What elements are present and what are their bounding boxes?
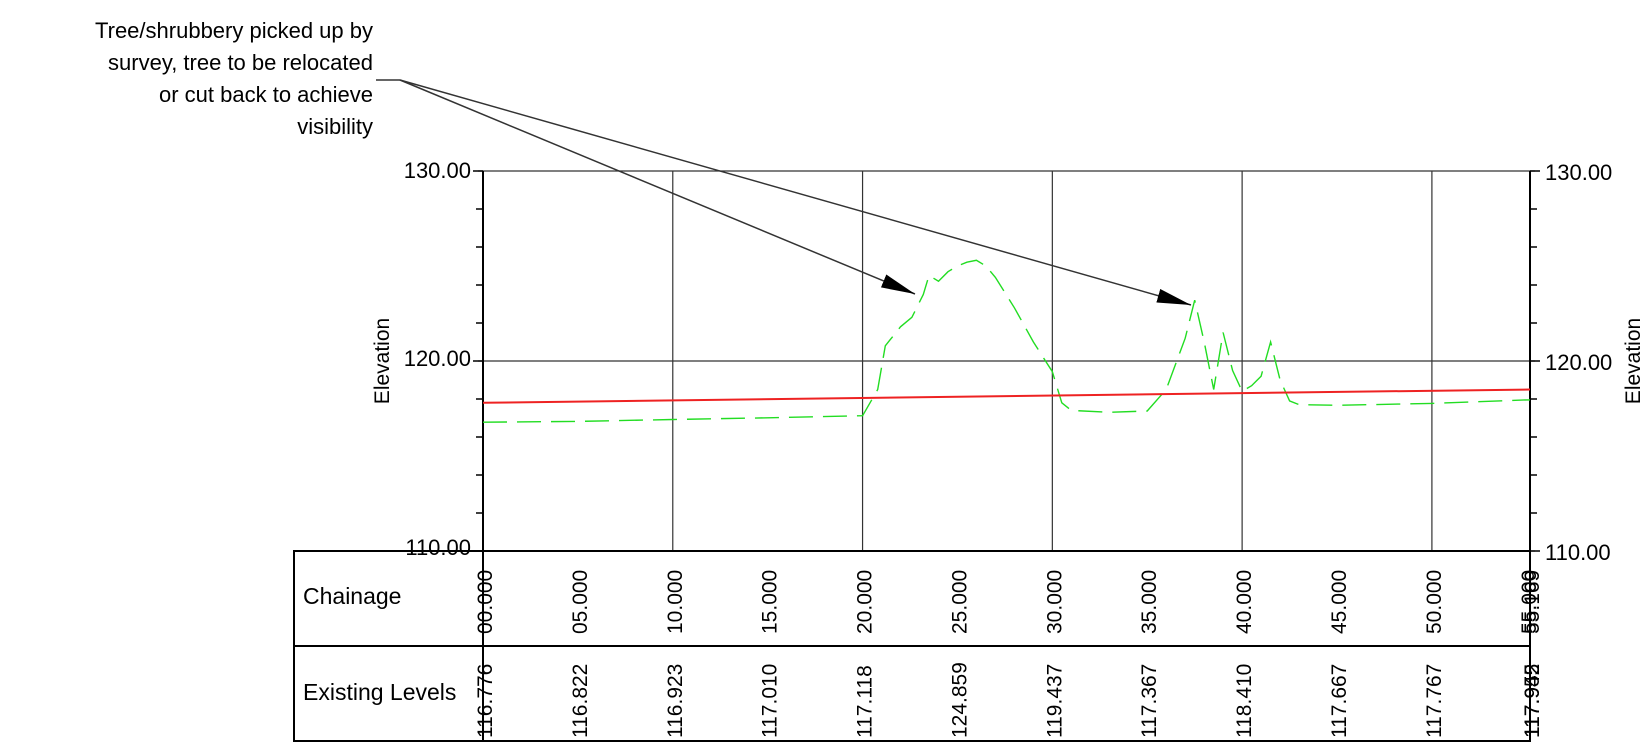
level-value-6: 119.437 [1043, 664, 1066, 738]
level-value-8: 118.410 [1233, 664, 1256, 738]
profile-series [482, 259, 1531, 423]
left-tick-label-130: 130.00 [404, 158, 471, 183]
chainage-value-3: 15.000 [759, 570, 782, 634]
chainage-row-label: Chainage [303, 583, 401, 609]
level-value-4: 117.118 [854, 665, 877, 738]
level-value-1: 116.822 [569, 664, 592, 738]
chainage-value-5: 25.000 [949, 570, 972, 634]
chainage-value-4: 20.000 [854, 570, 877, 634]
level-value-11: 117.945 [1521, 664, 1544, 738]
annotation-callout: Tree/shrubbery picked up by survey, tree… [95, 18, 1192, 306]
table-values: 00.000 05.000 10.000 15.000 20.000 25.000 30.0… [474, 570, 1544, 738]
chainage-value-8: 40.000 [1233, 570, 1256, 634]
level-value-0: 116.776 [474, 664, 497, 738]
annotation-line-3: or cut back to achieve [159, 82, 373, 107]
right-axis-title: Elevation [1622, 318, 1645, 404]
level-value-2: 116.923 [664, 664, 687, 738]
chainage-value-11: 55.000 [1518, 570, 1541, 634]
right-tick-label-110: 110.00 [1545, 540, 1611, 565]
elevation-labels-left: 130.00 120.00 110.00 [404, 158, 471, 560]
right-tick-label-130: 130.00 [1545, 160, 1612, 185]
chainage-value-0: 00.000 [474, 570, 497, 634]
left-tick-label-110: 110.00 [405, 535, 471, 560]
annotation-line-1: Tree/shrubbery picked up by [95, 18, 373, 43]
right-tick-label-120: 120.00 [1545, 350, 1612, 375]
level-value-9: 117.667 [1328, 664, 1351, 738]
chainage-value-7: 35.000 [1138, 570, 1161, 634]
existing-levels-row-label: Existing Levels [303, 679, 456, 705]
chainage-value-2: 10.000 [664, 570, 687, 634]
sight-line [482, 388, 1531, 404]
elevation-labels-right: 130.00 120.00 110.00 [1545, 160, 1612, 565]
left-axis-title: Elevation [371, 318, 394, 404]
level-value-7: 117.367 [1138, 664, 1161, 738]
chainage-value-12: 55.169 [1521, 570, 1544, 634]
chainage-value-9: 45.000 [1328, 570, 1351, 634]
level-value-3: 117.010 [759, 664, 782, 738]
chart-grid [478, 170, 1535, 552]
chainage-value-10: 50.000 [1423, 570, 1446, 634]
level-value-10: 117.767 [1423, 664, 1446, 738]
annotation-line-4: visibility [297, 114, 373, 139]
level-value-12: 117.952 [1521, 664, 1544, 738]
annotation-line-2: survey, tree to be relocated [108, 50, 373, 75]
level-value-5: 124.859 [949, 662, 972, 738]
annotation-arrow-2 [399, 79, 1192, 306]
chainage-value-6: 30.000 [1043, 570, 1066, 634]
data-table: Chainage Existing Levels [293, 550, 1531, 742]
left-tick-label-120: 120.00 [404, 346, 471, 371]
existing-ground-line [482, 259, 1530, 423]
annotation-arrow-1 [399, 79, 916, 295]
chainage-value-1: 05.000 [569, 570, 592, 634]
